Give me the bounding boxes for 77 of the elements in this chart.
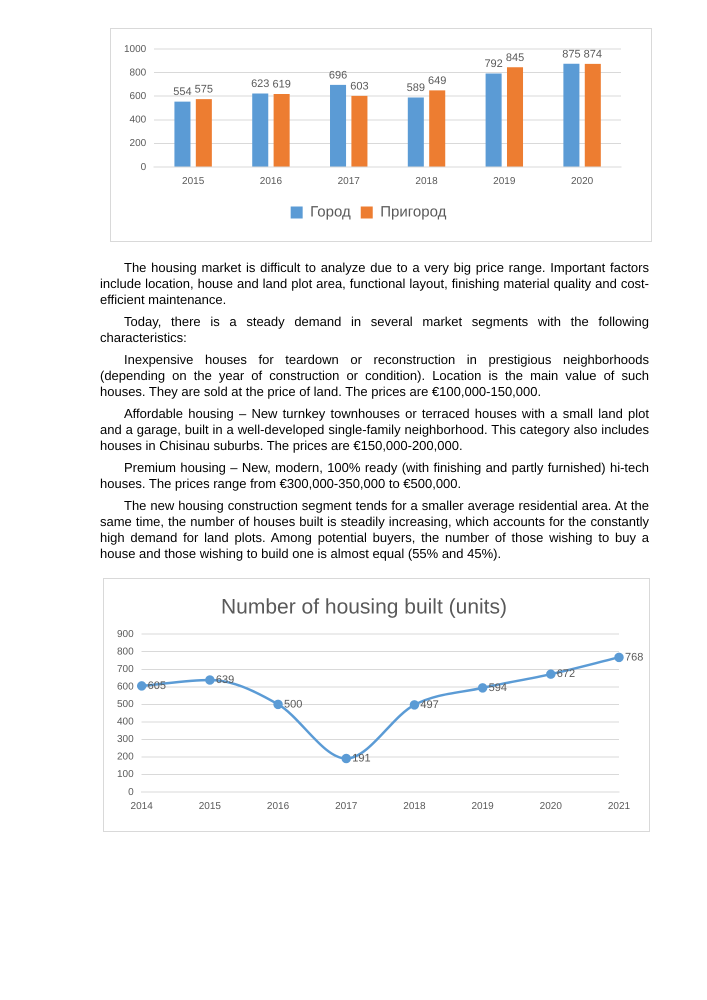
y-tick-label: 0: [128, 786, 134, 798]
point: [273, 700, 283, 710]
y-tick-label: 0: [140, 162, 147, 173]
y-tick-label: 700: [116, 664, 134, 676]
y-tick-label: 300: [116, 734, 134, 746]
bar: [274, 94, 290, 166]
y-tick-label: 900: [116, 628, 134, 640]
x-tick-label: 2014: [130, 800, 154, 812]
text: Premium housing – New, modern, 100% ready (with finishing and partly furnished) hi-tech houses. The prices range from €300,000-350,000 to €500,000.: [100, 460, 649, 492]
x-tick-label: 2019: [472, 800, 494, 812]
legend-label: Город: [310, 204, 351, 221]
data-label: 554: [173, 86, 192, 98]
data-label: 619: [272, 78, 291, 90]
data-label: 500: [284, 698, 302, 710]
x-tick-label: 2016: [266, 800, 290, 812]
y-tick-label: 1000: [124, 44, 147, 55]
data-label: 792: [484, 58, 503, 70]
data-label: 589: [406, 82, 425, 94]
y-tick-label: 400: [130, 114, 147, 126]
point: [205, 675, 215, 685]
x-tick-label: 2021: [608, 800, 631, 812]
text: The new housing construction segment tends for a smaller average residential area. At the same time, the number of houses built is steadily increasing, which accounts for the constantly high demand for land plots. Among potential buyers, the number of those wishing to buy a house and those wishing to build one is almost equal (55% and 45%).: [100, 498, 649, 562]
data-label: 696: [328, 69, 348, 82]
data-label: 672: [556, 668, 576, 680]
point: [342, 754, 351, 764]
text: Inexpensive houses for teardown or reconstruction in prestigious neighborhoods (depending on the year of construction or condition). Location is the main value of such houses. They are sold at the price of land. The prices are €100,000-150,000.: [100, 352, 649, 400]
x-tick-label: 2020: [540, 800, 562, 812]
x-tick-label: 2017: [338, 176, 360, 187]
point: [478, 683, 488, 693]
data-label: 649: [428, 74, 446, 87]
point: [546, 669, 556, 679]
y-tick-label: 800: [116, 646, 134, 658]
data-label: 594: [488, 682, 507, 694]
bar: [486, 74, 502, 166]
bar: [174, 102, 190, 166]
y-tick-label: 600: [116, 682, 134, 693]
x-tick-label: 2015: [182, 176, 205, 187]
x-tick-label: 2020: [570, 176, 594, 187]
y-tick-label: 800: [130, 67, 147, 78]
data-label: 497: [420, 698, 439, 711]
data-label: 845: [506, 52, 524, 64]
y-tick-label: 600: [130, 90, 147, 102]
y-tick-label: 400: [116, 716, 134, 728]
data-label: 768: [625, 651, 644, 664]
point: [136, 681, 146, 691]
text: Affordable housing – New turnkey townhouses or terraced houses with a small land plot and a garage, built in a well-developed single-family neighborhood. This category also includes houses in Chisinau suburbs. The prices are €150,000-200,000.: [100, 406, 649, 454]
chart-title: Number of housing built (units): [221, 595, 507, 618]
bar: [252, 93, 268, 166]
x-tick-label: 2016: [260, 176, 282, 187]
x-tick-label: 2018: [403, 800, 426, 812]
y-tick-label: 200: [116, 752, 134, 763]
y-tick-label: 100: [116, 769, 134, 780]
data-label: 623: [251, 78, 270, 90]
legend-label: Пригород: [380, 204, 447, 221]
x-tick-label: 2017: [335, 800, 358, 812]
bar: [563, 64, 580, 166]
x-tick-label: 2018: [415, 176, 438, 187]
text: Today, there is a steady demand in several market segments with the following characteristics:: [100, 314, 649, 346]
y-tick-label: 200: [130, 138, 147, 150]
bar: [408, 98, 424, 166]
bar: [330, 84, 346, 166]
data-label: 191: [352, 752, 371, 765]
point: [614, 652, 624, 662]
x-tick-label: 2015: [198, 800, 222, 812]
data-label: 875: [562, 48, 581, 60]
bar: [196, 99, 212, 166]
bar: [584, 64, 601, 166]
data-label: 874: [584, 48, 602, 60]
bar: [506, 67, 524, 166]
bar: [429, 90, 446, 166]
text: The housing market is difficult to analyze due to a very big price range. Important factors include location, house and land plot area, functional layout, finishing material quality and cost-efficient maintenance.: [100, 260, 649, 308]
data-label: 575: [194, 84, 214, 96]
data-label: 603: [350, 80, 369, 92]
bar: [351, 96, 368, 166]
point: [410, 700, 420, 710]
x-tick-label: 2019: [493, 176, 516, 187]
y-tick-label: 500: [116, 699, 134, 710]
